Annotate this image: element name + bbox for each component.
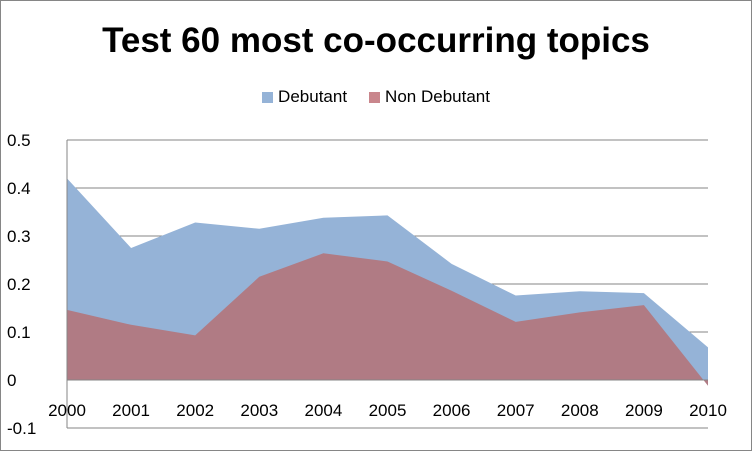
x-tick-label: 2010 (689, 401, 727, 420)
x-tick-label: 2002 (176, 401, 214, 420)
x-tick-label: 2004 (304, 401, 342, 420)
series-area-non-debutant (67, 253, 708, 386)
legend-swatch-debutant (262, 91, 274, 103)
legend-item-non-debutant: Non Debutant (369, 87, 490, 107)
y-tick-label: 0.5 (7, 131, 31, 150)
legend-swatch-non-debutant (369, 91, 381, 103)
x-tick-label: 2009 (625, 401, 663, 420)
x-tick-label: 2006 (433, 401, 471, 420)
x-tick-label: 2005 (369, 401, 407, 420)
area-layer (67, 178, 708, 386)
y-tick-label: 0 (7, 371, 16, 390)
y-tick-label: -0.1 (7, 419, 36, 438)
x-tick-label: 2000 (48, 401, 86, 420)
legend-item-debutant: Debutant (262, 87, 347, 107)
y-tick-label: 0.1 (7, 323, 31, 342)
x-tick-label: 2008 (561, 401, 599, 420)
tick-label-layer: -0.1 0 0.1 0.2 0.3 0.4 0.5 2000 2001 2002 2003 2004… (7, 131, 727, 438)
chart-title: Test 60 most co-occurring topics (102, 21, 650, 60)
y-tick-label: 0.3 (7, 227, 31, 246)
x-tick-label: 2003 (240, 401, 278, 420)
y-tick-label: 0.2 (7, 275, 31, 294)
axis-layer (66, 140, 708, 428)
x-tick-label: 2007 (497, 401, 535, 420)
legend-label-non-debutant: Non Debutant (385, 87, 490, 106)
legend: Debutant Non Debutant (1, 87, 751, 107)
x-tick-label: 2001 (112, 401, 150, 420)
legend-label-debutant: Debutant (278, 87, 348, 106)
y-tick-label: 0.4 (7, 179, 31, 198)
